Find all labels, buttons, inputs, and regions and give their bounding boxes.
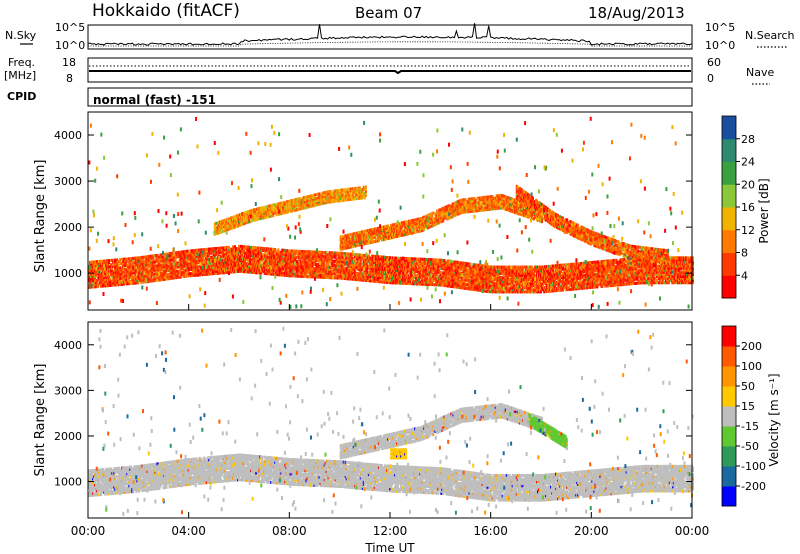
power-cell (531, 266, 533, 269)
date-label: 18/Aug/2013 (588, 4, 685, 22)
power-cell (108, 259, 110, 262)
noise-panel: N.Sky 10^5 10^0 10^5 10^0 N.Search (5, 21, 795, 52)
nave-tick-top: 60 (707, 56, 721, 69)
noise-right-tick-bottom: 10^0 (705, 39, 735, 52)
noise-right-tick-top: 10^5 (705, 21, 735, 34)
freq-tick-top: 18 (62, 56, 76, 69)
power-cell (277, 248, 279, 251)
noise-left-tick-bottom: 10^0 (55, 39, 85, 52)
cpid-text: normal (fast) -151 (93, 93, 216, 107)
power-cell (190, 272, 192, 275)
noise-left-tick-top: 10^5 (55, 21, 85, 34)
nsky-label: N.Sky (5, 29, 37, 42)
cpid-panel: CPID normal (fast) -151 (7, 88, 692, 107)
power-cell (467, 269, 469, 272)
power-cell (395, 257, 397, 260)
radar-title: Hokkaido (fitACF) (92, 1, 240, 21)
beam-label: Beam 07 (355, 4, 422, 22)
freq-tick-bottom: 8 (66, 72, 73, 85)
radar-summary-plot: Hokkaido (fitACF) Beam 07 18/Aug/2013 N.… (0, 0, 800, 554)
freq-panel: Freq. [MHz] 18 8 60 0 Nave (4, 56, 774, 85)
power-cell (354, 259, 356, 262)
nsearch-label: N.Search (745, 29, 795, 42)
freq-unit-label: [MHz] (4, 69, 36, 82)
power-cell (435, 258, 437, 261)
power-cell (109, 278, 111, 281)
freq-trace (89, 71, 691, 73)
nave-label: Nave (746, 66, 774, 79)
power-data (88, 117, 694, 309)
freq-label: Freq. (8, 56, 35, 69)
power-cell (322, 251, 324, 254)
power-cell (470, 263, 472, 266)
power-cell (524, 290, 526, 293)
nave-tick-bottom: 0 (707, 72, 714, 85)
power-cell (425, 258, 427, 261)
power-cell (197, 265, 199, 268)
cpid-label: CPID (7, 90, 36, 103)
